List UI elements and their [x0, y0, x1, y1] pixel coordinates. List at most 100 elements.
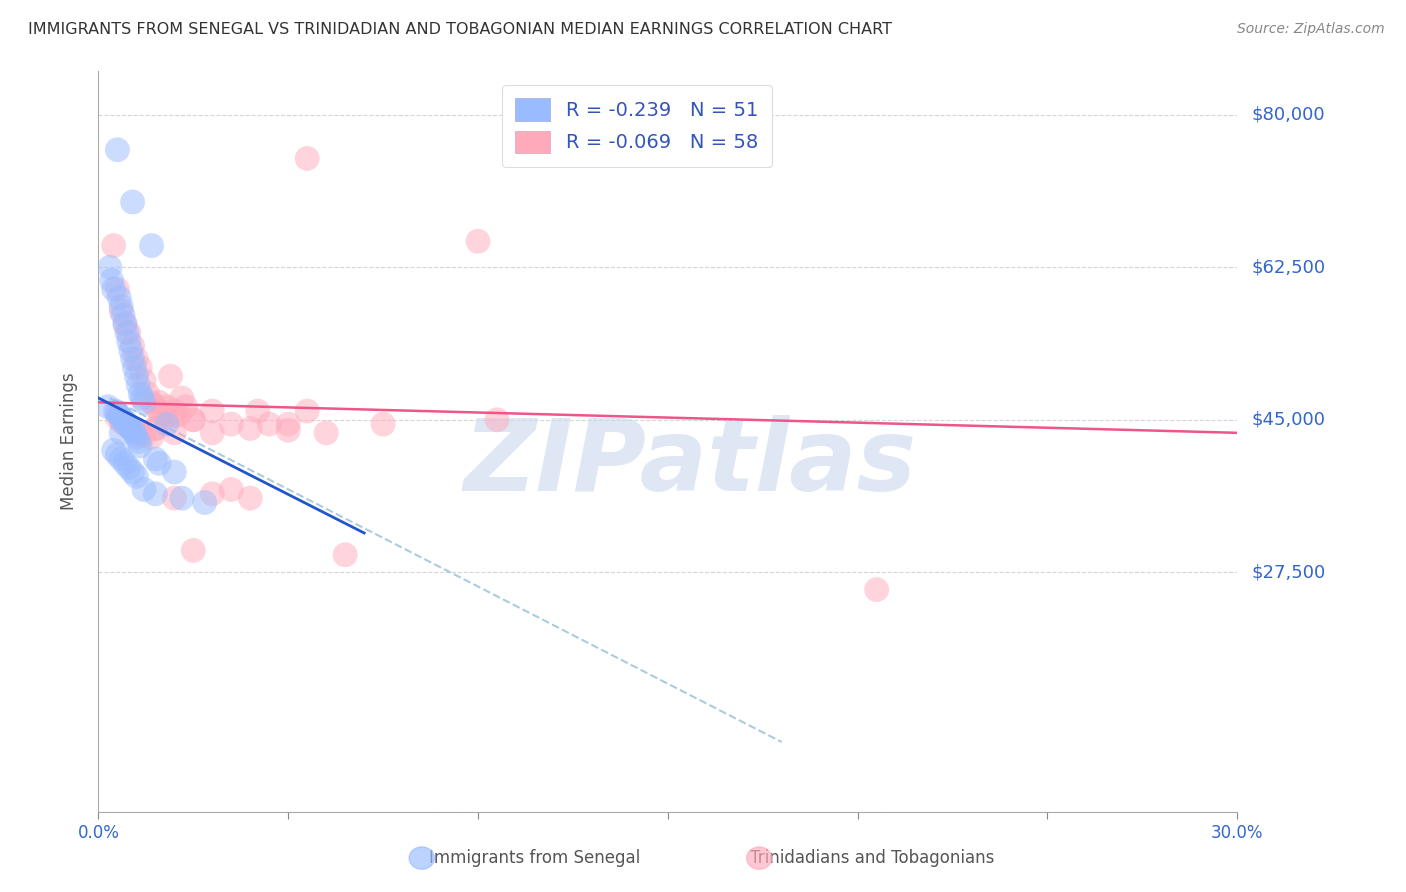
Point — [371, 417, 394, 431]
Point — [163, 404, 186, 418]
Point — [124, 360, 146, 375]
Point — [127, 378, 149, 392]
Point — [221, 417, 243, 431]
Point — [297, 404, 319, 418]
Point — [114, 317, 136, 331]
Point — [115, 326, 138, 340]
Point — [335, 548, 357, 562]
Text: Trinidadians and Tobagonians: Trinidadians and Tobagonians — [749, 849, 994, 867]
Point — [114, 456, 136, 470]
Point — [221, 483, 243, 497]
Point — [141, 430, 163, 444]
Point — [132, 374, 155, 388]
Point — [125, 351, 148, 366]
Point — [145, 421, 167, 435]
Point — [467, 234, 489, 248]
Point — [156, 409, 179, 423]
Point — [125, 469, 148, 483]
Point — [121, 423, 143, 437]
Point — [129, 386, 152, 401]
Point — [239, 491, 262, 505]
Point — [163, 491, 186, 505]
Point — [163, 409, 186, 423]
Point — [167, 409, 190, 423]
Point — [112, 413, 135, 427]
Point — [110, 425, 132, 440]
Point — [129, 439, 152, 453]
Point — [170, 491, 193, 505]
Point — [170, 391, 193, 405]
Point — [201, 425, 224, 440]
Point — [121, 194, 143, 209]
Point — [183, 413, 205, 427]
Point — [118, 419, 141, 434]
Point — [103, 238, 125, 252]
Point — [97, 400, 120, 414]
Point — [148, 456, 170, 470]
Point — [315, 425, 337, 440]
Point — [98, 260, 121, 275]
Point — [145, 421, 167, 435]
Point — [118, 419, 141, 434]
Legend: R = -0.239   N = 51, R = -0.069   N = 58: R = -0.239 N = 51, R = -0.069 N = 58 — [502, 85, 772, 167]
Point — [108, 409, 131, 423]
Point — [163, 425, 186, 440]
Point — [277, 417, 299, 431]
Point — [121, 421, 143, 435]
Point — [110, 415, 132, 429]
Point — [107, 411, 129, 425]
Point — [120, 343, 142, 357]
Point — [112, 308, 135, 322]
Point — [107, 448, 129, 462]
Point — [121, 339, 143, 353]
Point — [103, 282, 125, 296]
Point — [136, 386, 159, 401]
Point — [277, 423, 299, 437]
Point — [148, 395, 170, 409]
Point — [145, 400, 167, 414]
Point — [183, 413, 205, 427]
Point — [259, 417, 281, 431]
Point — [110, 452, 132, 467]
Point — [124, 425, 146, 440]
Point — [120, 421, 142, 435]
Point — [125, 369, 148, 384]
Text: $62,500: $62,500 — [1251, 259, 1326, 277]
Point — [163, 465, 186, 479]
Point — [114, 417, 136, 431]
Text: $27,500: $27,500 — [1251, 563, 1326, 582]
Point — [104, 404, 127, 418]
Point — [156, 417, 179, 431]
Point — [107, 406, 129, 420]
Text: Source: ZipAtlas.com: Source: ZipAtlas.com — [1237, 22, 1385, 37]
Point — [114, 317, 136, 331]
Point — [107, 143, 129, 157]
Point — [297, 152, 319, 166]
Point — [127, 434, 149, 449]
Point — [121, 351, 143, 366]
Point — [145, 452, 167, 467]
Point — [141, 238, 163, 252]
Point — [114, 415, 136, 429]
Point — [125, 423, 148, 437]
Point — [156, 400, 179, 414]
Point — [110, 411, 132, 425]
Point — [118, 334, 141, 349]
Point — [103, 443, 125, 458]
Point — [108, 291, 131, 305]
Point — [148, 404, 170, 418]
Point — [129, 425, 152, 440]
Point — [201, 487, 224, 501]
Text: IMMIGRANTS FROM SENEGAL VS TRINIDADIAN AND TOBAGONIAN MEDIAN EARNINGS CORRELATIO: IMMIGRANTS FROM SENEGAL VS TRINIDADIAN A… — [28, 22, 893, 37]
Point — [129, 360, 152, 375]
Text: $45,000: $45,000 — [1251, 410, 1326, 429]
Point — [486, 413, 509, 427]
Point — [118, 326, 141, 340]
Point — [159, 369, 181, 384]
Point — [152, 406, 174, 420]
Y-axis label: Median Earnings: Median Earnings — [59, 373, 77, 510]
Text: $80,000: $80,000 — [1251, 106, 1324, 124]
Point — [115, 417, 138, 431]
Point — [239, 421, 262, 435]
Point — [246, 404, 269, 418]
